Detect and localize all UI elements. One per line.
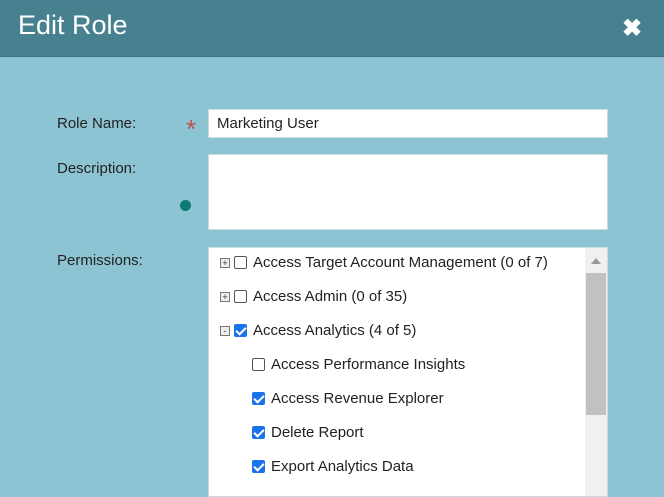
permission-checkbox[interactable]: [252, 392, 265, 405]
role-name-label: Role Name:: [57, 115, 137, 132]
permission-checkbox[interactable]: [234, 290, 247, 303]
permission-checkbox[interactable]: [234, 324, 247, 337]
info-dot-icon: [180, 200, 191, 211]
description-input[interactable]: [208, 154, 608, 230]
permission-checkbox[interactable]: [252, 460, 265, 473]
expand-icon[interactable]: +: [220, 291, 230, 302]
role-name-input[interactable]: [208, 109, 608, 138]
permissions-label: Permissions:: [57, 252, 143, 269]
scrollbar[interactable]: [585, 248, 607, 496]
close-icon[interactable]: ✖: [622, 15, 643, 42]
permission-item[interactable]: Access Performance Insights: [252, 356, 465, 373]
permissions-tree: + Access Target Account Management (0 of …: [208, 247, 608, 497]
permission-label: Delete Report: [271, 424, 364, 441]
collapse-icon[interactable]: -: [220, 325, 230, 336]
permission-item[interactable]: Access Revenue Explorer: [252, 390, 444, 407]
permission-item[interactable]: - Access Analytics (4 of 5): [220, 322, 416, 339]
permission-item[interactable]: + Access Admin (0 of 35): [220, 288, 407, 305]
permission-checkbox[interactable]: [234, 256, 247, 269]
dialog-title: Edit Role: [18, 10, 128, 40]
permission-label: Access Admin (0 of 35): [253, 288, 408, 305]
required-marker: *: [186, 114, 197, 144]
permission-item[interactable]: Delete Report: [252, 424, 364, 441]
description-label: Description:: [57, 160, 137, 177]
permission-item[interactable]: Export Analytics Data: [252, 458, 414, 475]
permission-label: Access Revenue Explorer: [271, 390, 444, 407]
scroll-up-icon[interactable]: [591, 258, 601, 264]
permission-checkbox[interactable]: [252, 358, 265, 371]
dialog-header: Edit Role ✖: [0, 0, 664, 57]
expand-icon[interactable]: +: [220, 257, 230, 268]
permission-checkbox[interactable]: [252, 426, 265, 439]
permission-label: Access Target Account Management (0 of 7…: [253, 254, 548, 271]
scrollbar-thumb[interactable]: [586, 273, 606, 415]
permission-label: Export Analytics Data: [271, 458, 414, 475]
permission-item[interactable]: + Access Target Account Management (0 of …: [220, 254, 548, 271]
permission-label: Access Performance Insights: [271, 356, 466, 373]
permission-label: Access Analytics (4 of 5): [253, 322, 417, 339]
